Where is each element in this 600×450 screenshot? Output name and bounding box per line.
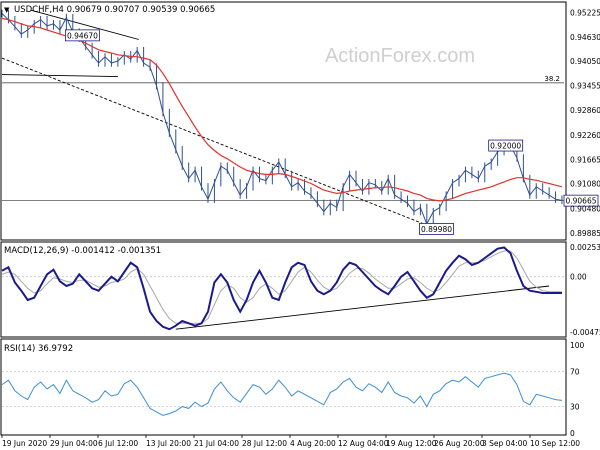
rsi-line <box>1 372 563 416</box>
price-y-tick-label: 0.92260 <box>570 131 600 140</box>
price-label-box <box>65 29 100 42</box>
x-tick-label: 21 Jul 04:00 <box>194 439 239 448</box>
rsi-y-axis: 100 70 30 0 <box>570 341 585 438</box>
rsi-title: RSI(14) 36.9792 <box>4 344 73 354</box>
rsi-y-tick-label: 30 <box>570 403 580 412</box>
x-tick-label: 6 Jul 12:00 <box>98 439 138 448</box>
price-label-box <box>419 223 454 235</box>
price-label-box <box>563 194 599 207</box>
price-trendline <box>1 74 118 78</box>
rsi-grid <box>2 370 564 408</box>
price-series <box>1 9 563 228</box>
x-tick-label: 4 Aug 20:00 <box>290 439 336 448</box>
price-y-tick-label: 0.89885 <box>570 229 600 238</box>
x-tick-label: 13 Jul 20:00 <box>146 439 191 448</box>
watermark: ActionForex.com <box>325 45 475 67</box>
x-tick-label: 19 Jun 2020 <box>2 439 47 448</box>
x-tick-label: 26 Aug 20:00 <box>434 439 485 448</box>
macd-trendline <box>175 285 550 330</box>
rsi-panel[interactable]: 100 70 30 0 RSI(14) 36.9792 <box>0 338 585 438</box>
moving-average-line <box>1 17 563 202</box>
macd-y-tick-label: -0.004756 <box>570 328 600 337</box>
price-y-axis: 0.95225 0.94630 0.94050 0.93455 0.92860 0.922… <box>570 9 600 238</box>
price-label-box <box>488 139 524 152</box>
price-trendline <box>1 57 437 230</box>
x-tick-label: 19 Aug 12:00 <box>386 439 437 448</box>
macd-y-axis: 0.002532 0.00 -0.004756 <box>570 243 600 337</box>
x-tick-label: 3 Sep 04:00 <box>482 439 528 448</box>
macd-y-tick-label: 0.00 <box>570 273 587 282</box>
price-label: 0.90665 <box>565 197 596 206</box>
price-y-tick-label: 0.94630 <box>570 33 600 42</box>
price-close-line <box>1 13 563 226</box>
rsi-y-tick-label: 0 <box>570 429 575 438</box>
price-y-tick-label: 0.92860 <box>570 106 600 115</box>
price-horizontal-lines <box>2 82 564 202</box>
collapse-icon[interactable]: ▼ <box>4 6 10 14</box>
price-y-tick-label: 0.95225 <box>570 9 600 18</box>
price-label: 0.89980 <box>421 225 452 234</box>
macd-series <box>1 246 562 331</box>
macd-y-tick-label: 0.002532 <box>570 243 600 252</box>
rsi-y-tick-label: 70 <box>570 367 580 376</box>
macd-title: MACD(12,26,9) -0.001412 -0.001351 <box>4 246 161 256</box>
x-axis: 19 Jun 2020 29 Jun 04:00 6 Jul 12:00 13 Jul… <box>1 435 580 448</box>
price-y-tick-label: 0.93455 <box>570 82 600 91</box>
price-labels: 0.94670 0.92000 0.89980 0.90665 38.2 <box>65 29 599 235</box>
price-label: 0.92000 <box>490 142 521 151</box>
price-trendlines <box>1 9 437 230</box>
price-y-tick-label: 0.91665 <box>570 155 600 164</box>
price-panel[interactable]: ActionForex.com 0.946700.920000.899800.9… <box>0 1 600 241</box>
price-label: 0.94670 <box>67 31 98 40</box>
macd-trendlines <box>175 285 550 330</box>
x-tick-label: 28 Jul 12:00 <box>242 439 287 448</box>
rsi-series <box>1 372 563 416</box>
macd-line <box>1 246 562 331</box>
price-trendline <box>30 9 139 40</box>
price-y-tick-label: 0.91080 <box>570 180 600 189</box>
macd-panel[interactable]: 0.002532 0.00 -0.004756 MACD(12,26,9) -0.0… <box>0 241 600 338</box>
price-y-tick-label: 0.94050 <box>570 57 600 66</box>
x-tick-label: 29 Jun 04:00 <box>50 439 98 448</box>
price-y-tick-label: 0.90480 <box>570 204 600 213</box>
rsi-y-tick-label: 100 <box>570 341 585 350</box>
price-title: USDCHF,H4 0.90679 0.90707 0.90539 0.9066… <box>14 5 215 15</box>
x-tick-label: 12 Aug 04:00 <box>338 439 389 448</box>
x-tick-label: 10 Sep 12:00 <box>530 439 580 448</box>
fib-level-label: 38.2 <box>544 75 560 83</box>
